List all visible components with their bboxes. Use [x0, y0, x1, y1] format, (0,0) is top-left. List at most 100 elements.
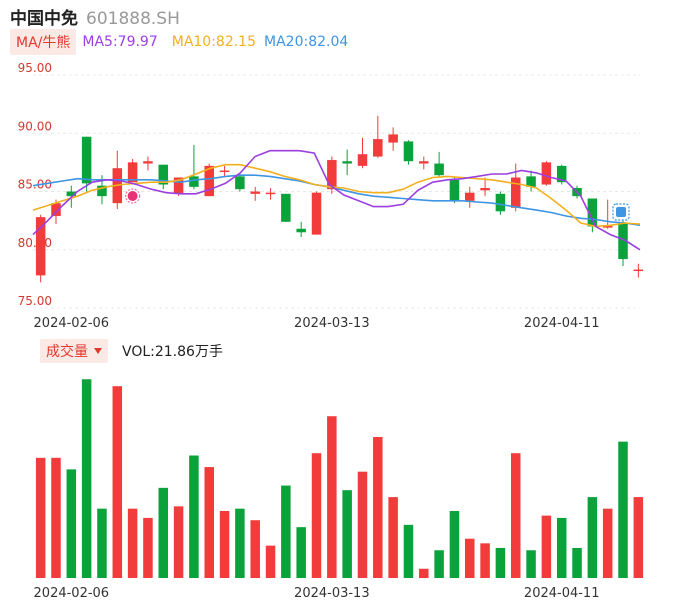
- volume-bar[interactable]: [510, 453, 521, 578]
- ma10-label: MA10:82.15: [171, 34, 257, 50]
- ma20-label: MA20:82.04: [264, 34, 349, 50]
- candle-body[interactable]: [480, 188, 490, 191]
- x-tick-label: 2024-04-11: [524, 316, 600, 331]
- x-tick-label: 2024-03-13: [294, 316, 370, 331]
- candle-body[interactable]: [158, 164, 169, 185]
- volume-bar[interactable]: [235, 508, 245, 578]
- volume-bar[interactable]: [526, 550, 536, 578]
- volume-value: VOL:21.86万手: [122, 344, 223, 360]
- candle-body[interactable]: [510, 177, 521, 208]
- candle-body[interactable]: [633, 269, 644, 272]
- candle-body[interactable]: [66, 191, 77, 197]
- candle-body[interactable]: [204, 165, 214, 197]
- volume-bar[interactable]: [204, 467, 214, 578]
- volume-bar[interactable]: [556, 517, 567, 578]
- x-tick-label: 2024-03-13: [294, 586, 370, 601]
- volume-bar[interactable]: [143, 517, 153, 578]
- candle-body[interactable]: [219, 170, 230, 173]
- volume-bar[interactable]: [127, 508, 138, 578]
- volume-bar[interactable]: [388, 497, 398, 578]
- x-tick-label: 2024-04-11: [524, 586, 600, 601]
- candle-body[interactable]: [373, 139, 383, 157]
- stock-code: 601888.SH: [86, 9, 180, 29]
- volume-bar[interactable]: [373, 437, 383, 578]
- candle-body[interactable]: [526, 176, 536, 187]
- volume-bar[interactable]: [296, 527, 306, 578]
- volume-bar[interactable]: [342, 490, 352, 578]
- volume-bar[interactable]: [434, 550, 444, 578]
- volume-bar[interactable]: [35, 457, 46, 578]
- candle-body[interactable]: [434, 163, 444, 176]
- volume-bar[interactable]: [541, 515, 552, 578]
- volume-bar[interactable]: [250, 520, 260, 578]
- candle-body[interactable]: [250, 191, 260, 194]
- volume-bar[interactable]: [403, 524, 414, 578]
- volume-bar[interactable]: [173, 506, 184, 578]
- candle-body[interactable]: [281, 193, 291, 222]
- candle-body[interactable]: [419, 161, 429, 164]
- volume-bar[interactable]: [572, 547, 582, 578]
- candle-body[interactable]: [403, 141, 414, 162]
- volume-bar[interactable]: [495, 547, 506, 578]
- candle-body[interactable]: [556, 165, 567, 183]
- ma5-line: [32, 149, 641, 251]
- candle-body[interactable]: [449, 179, 460, 201]
- volume-bar[interactable]: [465, 538, 475, 578]
- candle-body[interactable]: [35, 217, 46, 276]
- volume-indicator-button[interactable]: 成交量: [40, 339, 108, 363]
- volume-bar[interactable]: [281, 485, 291, 578]
- volume-bar[interactable]: [480, 543, 490, 578]
- candle-body[interactable]: [465, 192, 475, 201]
- ma20-line: [32, 174, 641, 227]
- candle-body[interactable]: [541, 162, 552, 185]
- candle-body[interactable]: [235, 176, 245, 190]
- volume-bar[interactable]: [327, 416, 337, 578]
- volume-bar[interactable]: [66, 469, 77, 578]
- candle-body[interactable]: [357, 154, 368, 166]
- volume-bar[interactable]: [587, 497, 598, 578]
- candle-body[interactable]: [51, 203, 61, 216]
- event-marker-dot: [127, 191, 138, 201]
- volume-bar[interactable]: [97, 508, 107, 578]
- candle-body[interactable]: [81, 136, 92, 184]
- candle-body[interactable]: [618, 222, 628, 260]
- candle-body[interactable]: [587, 198, 598, 227]
- volume-bar[interactable]: [265, 545, 276, 578]
- y-tick-label: 90.00: [18, 119, 52, 133]
- candle-body[interactable]: [327, 160, 337, 190]
- candle-body[interactable]: [97, 185, 107, 197]
- candle-body[interactable]: [127, 162, 138, 183]
- volume-bar[interactable]: [357, 471, 368, 578]
- candle-body[interactable]: [602, 225, 613, 228]
- volume-bar[interactable]: [158, 487, 169, 578]
- candle-body[interactable]: [495, 193, 506, 212]
- volume-bar[interactable]: [602, 508, 613, 578]
- volume-bar[interactable]: [618, 441, 628, 578]
- volume-bar[interactable]: [311, 453, 322, 578]
- stock-name: 中国中免: [10, 9, 78, 29]
- candle-body[interactable]: [388, 134, 398, 143]
- volume-bar[interactable]: [219, 510, 230, 578]
- volume-bar[interactable]: [51, 457, 61, 578]
- x-tick-label: 2024-02-06: [34, 316, 110, 331]
- candle-body[interactable]: [189, 176, 199, 187]
- ma5-label: MA5:79.97: [82, 34, 158, 50]
- volume-bar[interactable]: [419, 568, 429, 578]
- candle-body[interactable]: [265, 192, 276, 195]
- y-tick-label: 80.00: [18, 236, 52, 250]
- volume-legend: 成交量 VOL:21.86万手: [40, 339, 223, 363]
- volume-bar[interactable]: [112, 386, 123, 578]
- volume-bar[interactable]: [81, 379, 92, 578]
- candle-body[interactable]: [342, 161, 352, 164]
- ma-indicator-button[interactable]: MA/牛熊: [10, 29, 77, 55]
- volume-button-label: 成交量: [46, 344, 88, 360]
- caret-down-icon: [94, 348, 102, 354]
- volume-bar[interactable]: [633, 497, 644, 578]
- candle-body[interactable]: [311, 192, 322, 235]
- volume-bar[interactable]: [189, 455, 199, 578]
- candle-body[interactable]: [143, 161, 153, 164]
- candle-body[interactable]: [173, 177, 184, 194]
- candle-body[interactable]: [296, 228, 306, 233]
- volume-bar[interactable]: [449, 510, 460, 578]
